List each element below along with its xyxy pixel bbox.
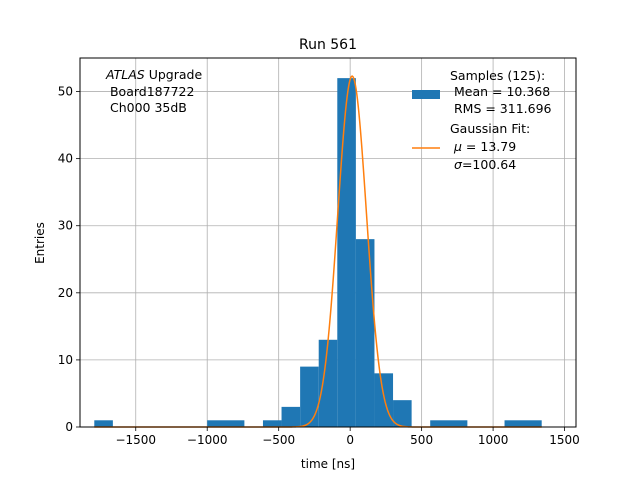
histogram-bars (94, 78, 542, 428)
histogram-bar (504, 420, 542, 427)
y-tick-label: 0 (65, 420, 73, 434)
legend-fit-mu: μ = 13.79 (453, 139, 516, 154)
y-tick-label: 30 (58, 219, 73, 233)
histogram-bar (281, 406, 301, 427)
atlas-annotation: ATLAS Upgrade Board187722 Ch000 35dB (105, 67, 202, 115)
x-tick-label: 1500 (549, 433, 580, 447)
y-axis-ticks: 0 10 20 30 40 50 (58, 85, 80, 434)
x-axis-label: time [ns] (301, 457, 355, 471)
histogram-bar (355, 239, 375, 427)
legend: Samples (125): Mean = 10.368 RMS = 311.6… (412, 68, 552, 172)
x-tick-label: 500 (410, 433, 433, 447)
y-axis-label: Entries (33, 222, 47, 264)
legend-samples-line-3: RMS = 311.696 (450, 101, 552, 116)
annotation-line-2: Board187722 (106, 84, 194, 99)
histogram-bar (430, 420, 468, 427)
mu-symbol: μ (453, 139, 462, 154)
histogram-bar (393, 400, 412, 427)
histogram-bar (374, 373, 394, 427)
x-tick-label: 1000 (478, 433, 509, 447)
histogram-bar (300, 366, 319, 427)
legend-samples-line-2: Mean = 10.368 (450, 84, 550, 99)
chart-title: Run 561 (299, 37, 357, 53)
x-tick-label: −500 (262, 433, 295, 447)
annotation-line-3: Ch000 35dB (106, 100, 187, 115)
histogram-bar (94, 420, 113, 427)
y-tick-label: 40 (58, 152, 73, 166)
annotation-upgrade: Upgrade (145, 67, 203, 82)
y-tick-label: 50 (58, 85, 73, 99)
histogram-bar (318, 339, 338, 427)
atlas-italic: ATLAS (105, 67, 145, 82)
legend-fit-line-1: Gaussian Fit: (450, 121, 530, 136)
histogram-bar (262, 420, 282, 427)
histogram-bar (207, 420, 245, 427)
sigma-value: =100.64 (462, 157, 516, 172)
x-axis-ticks: −1500 −1000 −500 0 500 1000 1500 (115, 427, 580, 447)
histogram-bar (337, 78, 356, 428)
x-tick-label: −1000 (187, 433, 228, 447)
y-tick-label: 20 (58, 286, 73, 300)
sigma-symbol: σ (454, 157, 463, 172)
legend-samples-line-1: Samples (125): (450, 68, 545, 83)
x-tick-label: −1500 (115, 433, 156, 447)
annotation-line-1: ATLAS Upgrade (105, 67, 202, 82)
legend-fit-sigma: σ=100.64 (454, 157, 516, 172)
y-tick-label: 10 (58, 353, 73, 367)
legend-samples-swatch (412, 90, 440, 99)
axes-frame (79, 57, 577, 428)
mu-value: = 13.79 (462, 139, 516, 154)
x-tick-label: 0 (346, 433, 354, 447)
